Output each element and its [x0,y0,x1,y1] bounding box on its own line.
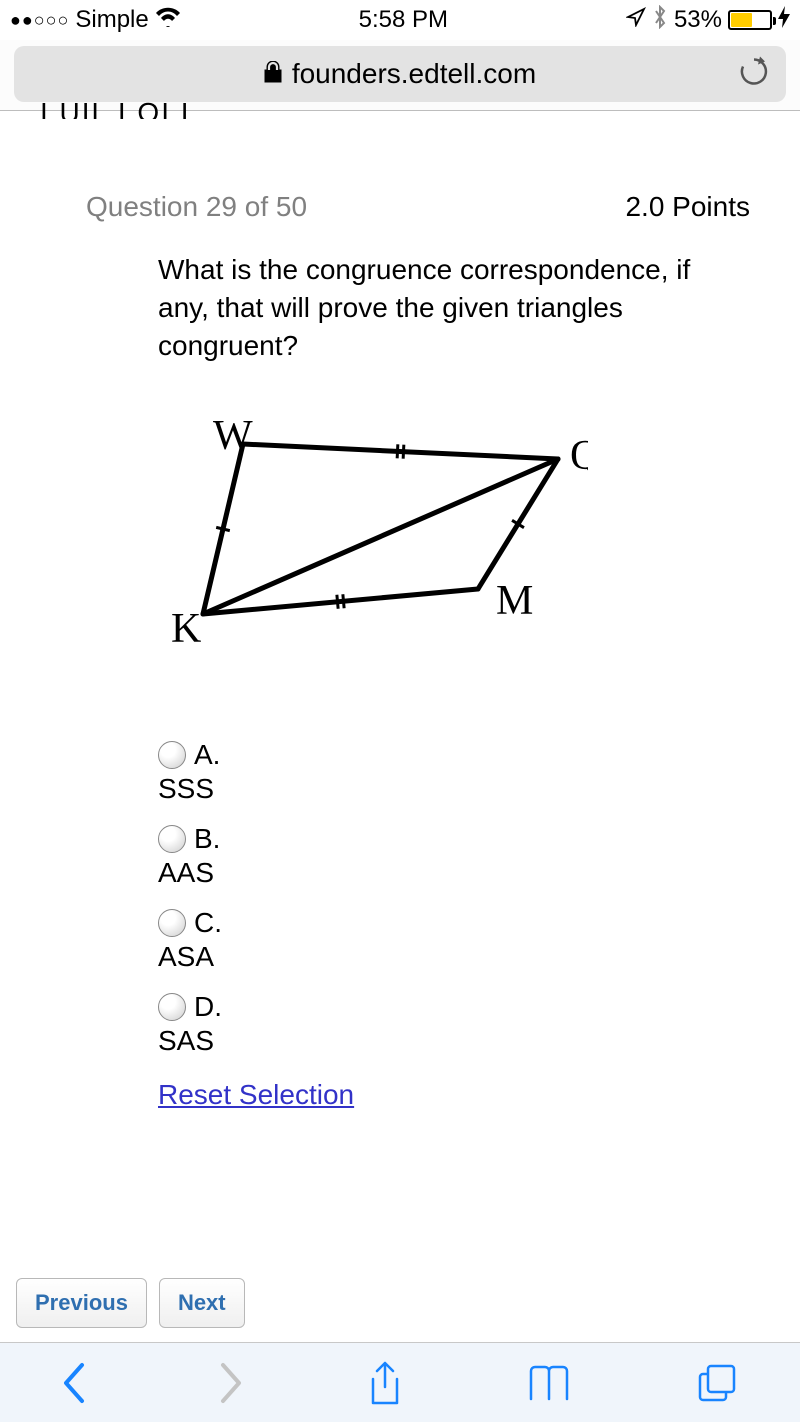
status-bar: ●●○○○ Simple 5:58 PM 53% [0,0,800,40]
cutoff-header: I UIL I OI I [0,99,800,119]
battery-icon [728,10,772,30]
wifi-icon [155,6,181,34]
question-counter: Question 29 of 50 [86,191,307,223]
status-right: 53% [626,5,790,36]
location-icon [626,6,646,34]
reset-selection-link[interactable]: Reset Selection [158,1079,354,1111]
svg-text:W: W [213,413,253,459]
svg-text:K: K [171,606,201,652]
carrier-label: Simple [75,6,148,34]
option-text: SAS [158,1025,760,1057]
svg-text:Q: Q [570,433,588,479]
question-content: Question 29 of 50 2.0 Points What is the… [0,131,800,1111]
battery-percent: 53% [674,6,722,34]
answer-options: A.SSS B.AAS C.ASA D.SAS [158,739,760,1057]
charging-icon [778,6,790,35]
question-text: What is the congruence correspondence, i… [158,251,740,364]
answer-option[interactable]: B.AAS [158,823,760,889]
url-bar[interactable]: founders.edtell.com [14,46,786,102]
answer-option[interactable]: A.SSS [158,739,760,805]
status-left: ●●○○○ Simple [10,6,181,34]
tabs-icon[interactable] [696,1362,738,1404]
option-letter: D. [194,991,222,1023]
radio-icon[interactable] [158,825,186,853]
option-letter: B. [194,823,220,855]
radio-icon[interactable] [158,741,186,769]
option-text: AAS [158,857,760,889]
status-time: 5:58 PM [359,6,448,34]
url-domain: founders.edtell.com [292,58,536,90]
bookmarks-icon[interactable] [527,1363,571,1403]
lock-icon [264,58,282,90]
radio-icon[interactable] [158,909,186,937]
previous-button[interactable]: Previous [16,1278,147,1328]
triangle-figure: W Q M K [158,404,760,669]
svg-text:M: M [496,578,533,624]
browser-toolbar [0,1342,800,1422]
answer-option[interactable]: C.ASA [158,907,760,973]
signal-dots: ●●○○○ [10,10,69,31]
next-button[interactable]: Next [159,1278,245,1328]
forward-icon [215,1361,243,1405]
radio-icon[interactable] [158,993,186,1021]
reload-icon[interactable] [738,56,770,93]
bluetooth-icon [652,5,668,36]
option-text: ASA [158,941,760,973]
option-text: SSS [158,773,760,805]
share-icon[interactable] [367,1359,403,1407]
option-letter: C. [194,907,222,939]
answer-option[interactable]: D.SAS [158,991,760,1057]
question-nav: Previous Next [16,1278,245,1328]
option-letter: A. [194,739,220,771]
question-points: 2.0 Points [625,191,750,223]
back-icon[interactable] [62,1361,90,1405]
